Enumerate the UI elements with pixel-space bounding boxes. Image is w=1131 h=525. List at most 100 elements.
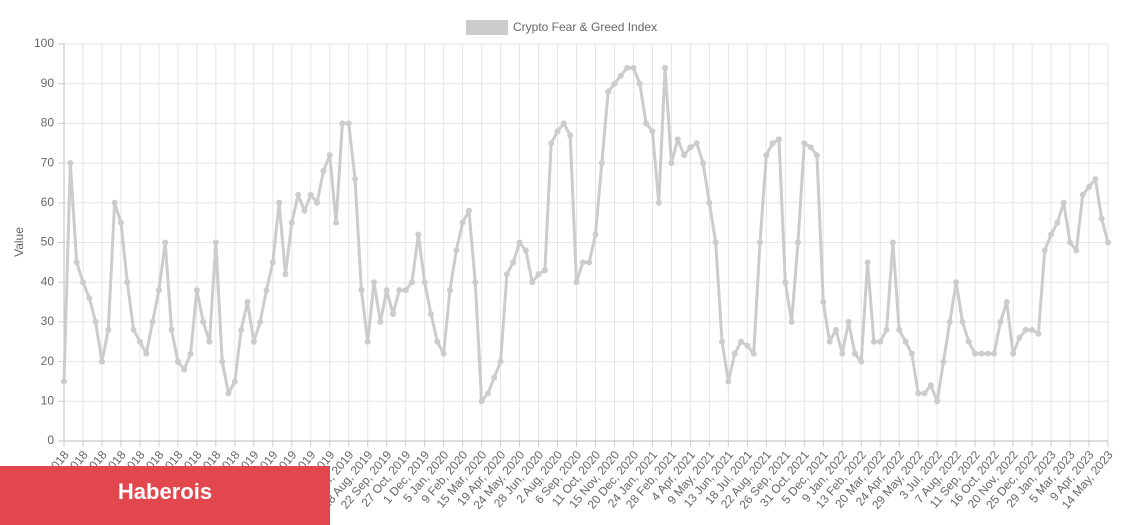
- data-point: [725, 378, 732, 385]
- data-point: [181, 366, 188, 373]
- banner-text: Haberois: [118, 479, 212, 504]
- y-tick-label: 10: [41, 393, 55, 407]
- banner: [0, 466, 330, 525]
- data-point: [67, 160, 74, 167]
- data-point: [143, 350, 150, 357]
- data-point: [643, 120, 650, 127]
- data-point: [1086, 183, 1093, 190]
- data-point: [276, 199, 283, 206]
- data-point: [586, 259, 593, 266]
- data-point: [687, 144, 694, 151]
- data-point: [307, 191, 314, 198]
- data-point: [839, 350, 846, 357]
- data-point: [959, 318, 966, 325]
- data-point: [1105, 239, 1111, 246]
- data-point: [554, 128, 561, 135]
- data-point: [788, 318, 795, 325]
- series-line: [62, 66, 1110, 403]
- data-point: [503, 271, 510, 278]
- data-point: [662, 64, 669, 71]
- data-point: [769, 140, 776, 147]
- data-point: [421, 279, 428, 286]
- data-point: [630, 64, 637, 71]
- data-point: [206, 338, 213, 345]
- data-point: [472, 279, 479, 286]
- data-point: [1048, 231, 1055, 238]
- data-point: [510, 259, 517, 266]
- y-tick-label: 100: [34, 36, 54, 50]
- data-point: [434, 338, 441, 345]
- data-point: [124, 279, 131, 286]
- data-point: [402, 287, 409, 294]
- data-point: [946, 318, 953, 325]
- data-point: [674, 136, 681, 143]
- data-point: [1035, 330, 1042, 337]
- data-point: [655, 199, 662, 206]
- data-point: [187, 350, 194, 357]
- data-point: [301, 207, 308, 214]
- data-point: [1073, 247, 1080, 254]
- data-point: [219, 358, 226, 365]
- data-point: [991, 350, 998, 357]
- data-point: [333, 219, 340, 226]
- data-point: [98, 358, 105, 365]
- data-point: [250, 338, 257, 345]
- data-point: [744, 342, 751, 349]
- data-point: [997, 318, 1004, 325]
- data-point: [282, 271, 289, 278]
- data-point: [288, 219, 295, 226]
- data-point: [706, 199, 713, 206]
- data-point: [832, 326, 839, 333]
- data-point: [940, 358, 947, 365]
- data-point: [972, 350, 979, 357]
- data-point: [782, 279, 789, 286]
- data-point: [465, 207, 472, 214]
- data-point: [352, 175, 359, 182]
- data-point: [1092, 175, 1099, 182]
- data-point: [73, 259, 80, 266]
- data-point: [136, 338, 143, 345]
- data-point: [529, 279, 536, 286]
- data-point: [61, 378, 67, 385]
- data-point: [794, 239, 801, 246]
- data-point: [902, 338, 909, 345]
- data-point: [984, 350, 991, 357]
- y-tick-label: 80: [41, 116, 55, 130]
- data-point: [1029, 326, 1036, 333]
- data-point: [693, 140, 700, 147]
- data-point: [484, 390, 491, 397]
- data-point: [1060, 199, 1067, 206]
- data-point: [314, 199, 321, 206]
- data-point: [934, 398, 941, 405]
- data-point: [522, 247, 529, 254]
- data-point: [535, 271, 542, 278]
- data-point: [560, 120, 567, 127]
- data-point: [459, 219, 466, 226]
- data-point: [168, 326, 175, 333]
- data-point: [390, 310, 397, 317]
- data-point: [1054, 219, 1061, 226]
- data-point: [269, 259, 276, 266]
- data-point: [478, 398, 485, 405]
- data-point: [649, 128, 656, 135]
- data-point: [548, 140, 555, 147]
- data-point: [851, 350, 858, 357]
- data-point: [440, 350, 447, 357]
- data-point: [826, 338, 833, 345]
- y-tick-label: 20: [41, 354, 55, 368]
- data-point: [592, 231, 599, 238]
- data-point: [383, 287, 390, 294]
- data-point: [326, 152, 333, 159]
- y-tick-label: 70: [41, 155, 55, 169]
- data-point: [605, 88, 612, 95]
- data-point: [409, 279, 415, 286]
- data-point: [453, 247, 460, 254]
- data-point: [111, 199, 118, 206]
- data-point: [364, 338, 371, 345]
- data-point: [263, 287, 270, 294]
- data-point: [763, 152, 770, 159]
- data-point: [624, 64, 631, 71]
- data-point: [1079, 191, 1086, 198]
- data-point: [598, 160, 605, 167]
- data-point: [415, 231, 422, 238]
